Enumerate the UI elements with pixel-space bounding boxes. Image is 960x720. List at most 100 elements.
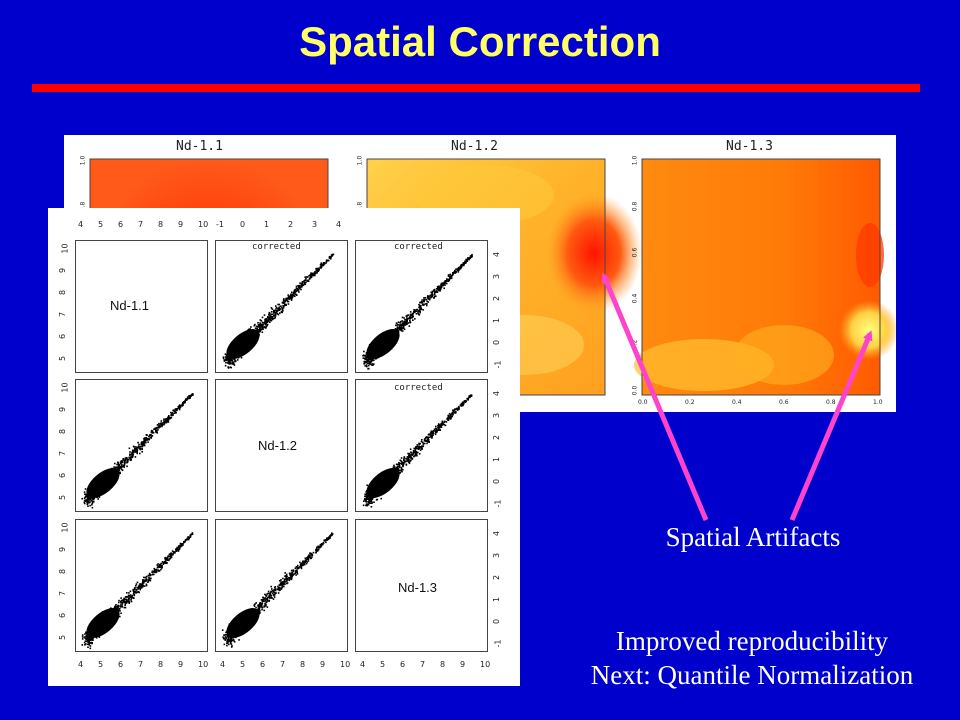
matrix-left-y-tick: 8 (58, 289, 68, 296)
scatter-points-layer (81, 253, 473, 650)
matrix-bottom-x-tick: 4 (360, 660, 366, 669)
matrix-bottom-x-tick: 7 (420, 660, 426, 669)
corrected-label-2-3: corrected (394, 383, 443, 393)
matrix-top-x-tick: 0 (240, 220, 246, 229)
matrix-left-y-tick: 7 (58, 311, 68, 318)
matrix-bottom-x-tick: 6 (118, 660, 124, 669)
matrix-top-x-tick: -1 (216, 220, 224, 229)
matrix-bottom-x-tick: 4 (78, 660, 84, 669)
matrix-right-y-tick: 0 (492, 478, 502, 485)
matrix-bottom-x-tick: 5 (240, 660, 246, 669)
matrix-right-y-tick: 1 (492, 596, 502, 603)
matrix-left-y-tick: 10 (60, 522, 70, 533)
matrix-cell-1-1 (75, 240, 208, 373)
matrix-right-y-tick: -1 (493, 499, 503, 508)
matrix-top-x-tick: 5 (98, 220, 104, 229)
spatial-heatmaps-figure: Nd-1.1 Nd-1.2 Nd-1.3 0.0 0.2 0.4 0.6 0.8 1.0 0… (64, 135, 896, 412)
heatmap-x-tick: 0.4 (732, 399, 742, 406)
heatmap-x-tick: 0.8 (826, 399, 836, 406)
matrix-right-y-tick: 2 (492, 574, 502, 581)
matrix-right-y-tick: 4 (492, 251, 502, 258)
matrix-top-x-tick: 7 (138, 220, 144, 229)
matrix-right-y-tick: 1 (492, 456, 502, 463)
matrix-right-y-tick: 3 (492, 552, 502, 559)
matrix-left-y-tick: 6 (58, 333, 68, 340)
matrix-top-x-tick: 10 (198, 220, 209, 229)
matrix-bottom-x-tick: 10 (198, 660, 209, 669)
heatmap-y-tick: 0.8 (631, 201, 639, 212)
matrix-bottom-x-tick: 10 (480, 660, 491, 669)
matrix-cell-2-2 (215, 379, 348, 512)
scatter-cloud (362, 253, 473, 370)
matrix-left-y-tick: 6 (58, 472, 68, 479)
diagonal-label-2: Nd-1.2 (258, 438, 298, 453)
matrix-left-y-tick: 9 (58, 546, 68, 553)
conclusion-line-2: Next: Quantile Normalization (590, 660, 914, 690)
spatial-artifacts-label: Spatial Artifacts (665, 522, 841, 552)
matrix-left-y-tick: 9 (58, 267, 68, 274)
heatmap-2-artifact-spot (546, 193, 642, 313)
matrix-right-y-tick: 2 (492, 434, 502, 441)
heatmap-y-tick: 0.0 (631, 385, 639, 396)
matrix-bottom-x-tick: 5 (380, 660, 386, 669)
matrix-bottom-x-tick: 9 (460, 660, 466, 669)
matrix-left-y-tick: 6 (58, 612, 68, 619)
matrix-bottom-x-tick: 6 (400, 660, 406, 669)
slide-title: Spatial Correction (299, 18, 661, 65)
scatter-cloud (81, 532, 194, 650)
matrix-right-y-tick: 2 (492, 295, 502, 302)
matrix-bottom-x-tick: 8 (440, 660, 446, 669)
diagonal-label-3: Nd-1.3 (398, 580, 438, 595)
corrected-label-1-3: corrected (394, 242, 443, 252)
heatmap-y-tick: 0.2 (631, 339, 639, 350)
heatmap-title-2: Nd-1.2 (451, 139, 498, 154)
heatmap-title-1: Nd-1.1 (176, 139, 223, 154)
matrix-left-y-tick: 7 (58, 450, 68, 457)
matrix-right-y-tick: 3 (492, 273, 502, 280)
matrix-bottom-x-tick: 8 (300, 660, 306, 669)
matrix-bottom-x-tick: 9 (178, 660, 184, 669)
heatmap-x-tick: 0.6 (779, 399, 789, 406)
scatter-cloud (222, 253, 335, 369)
matrix-bottom-x-tick: 10 (340, 660, 351, 669)
title-underline (32, 84, 920, 92)
heatmap-x-tick: 1.0 (873, 399, 883, 406)
matrix-right-y-tick: 3 (492, 412, 502, 419)
heatmap-y-tick: 0.6 (631, 247, 639, 258)
conclusion-line-1: Improved reproducibility (615, 626, 889, 656)
matrix-top-x-tick: 3 (312, 220, 318, 229)
matrix-top-x-tick: 8 (158, 220, 164, 229)
scatter-cloud (81, 393, 194, 509)
heatmap-x-tick: 0.0 (638, 399, 648, 406)
matrix-left-y-tick: 10 (60, 382, 70, 393)
matrix-left-y-tick: 7 (58, 590, 68, 597)
matrix-top-x-tick: 4 (336, 220, 342, 229)
scatter-cloud (362, 394, 473, 508)
matrix-left-y-tick: 5 (58, 494, 68, 501)
matrix-right-y-tick: -1 (493, 360, 503, 369)
matrix-left-y-tick: 8 (58, 568, 68, 575)
matrix-top-x-tick: 2 (288, 220, 294, 229)
heatmap-y-tick: 0.4 (631, 293, 639, 304)
matrix-bottom-x-tick: 9 (320, 660, 326, 669)
matrix-left-y-tick: 8 (58, 428, 68, 435)
matrix-right-y-tick: 0 (492, 339, 502, 346)
heatmap-x-tick: 0.2 (685, 399, 695, 406)
matrix-bottom-x-tick: 6 (260, 660, 266, 669)
heatmap-y-tick: 1.0 (79, 155, 87, 166)
matrix-top-x-tick: 6 (118, 220, 124, 229)
diagonal-label-1: Nd-1.1 (110, 298, 150, 313)
matrix-right-y-tick: -1 (493, 639, 503, 648)
matrix-left-y-tick: 9 (58, 406, 68, 413)
matrix-right-y-tick: 4 (492, 530, 502, 537)
matrix-right-y-tick: 1 (492, 317, 502, 324)
heatmap-y-tick: 1.0 (356, 155, 364, 166)
heatmap-y-tick: 1.0 (631, 155, 639, 166)
matrix-top-x-tick: 9 (178, 220, 184, 229)
matrix-top-x-tick: 4 (78, 220, 84, 229)
matrix-bottom-x-tick: 8 (158, 660, 164, 669)
matrix-left-y-tick: 5 (58, 634, 68, 641)
heatmap-title-3: Nd-1.3 (726, 139, 773, 154)
corrected-label-1-2: corrected (252, 242, 301, 252)
matrix-bottom-x-tick: 4 (220, 660, 226, 669)
